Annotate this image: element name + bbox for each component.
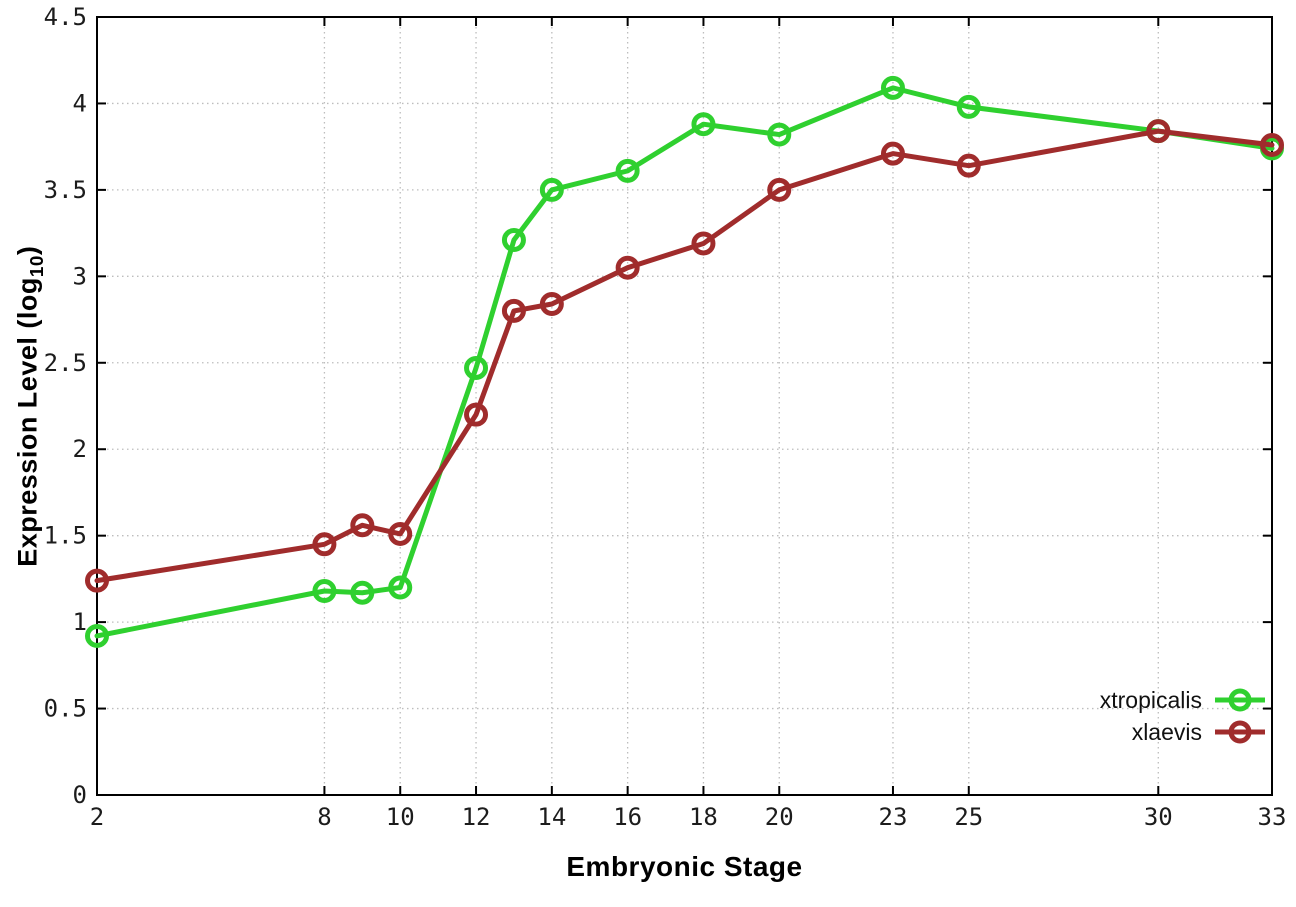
plot-border [96,16,1273,796]
x-tick-label: 20 [765,803,794,831]
legend-label-xtropicalis: xtropicalis [1099,686,1202,713]
series-xlaevis [85,119,1284,593]
x-tick-labels: 2 8 10 12 14 16 18 20 23 25 30 33 [90,803,1287,831]
marker-xlaevis-14 [539,291,564,316]
series-line-xlaevis [94,128,1275,584]
y-tick-label: 2.5 [44,349,87,377]
x-tick-label: 33 [1258,803,1287,831]
marker-xlaevis-33 [1260,132,1284,157]
y-tick-label: 3 [73,262,87,290]
y-tick-label: 4.5 [44,3,87,31]
marker-xlaevis-23 [880,141,905,166]
marker-xtropicalis-13 [501,228,526,253]
x-tick-label: 23 [879,803,908,831]
x-tick-label: 8 [317,803,331,831]
marker-xlaevis-2 [85,568,109,593]
marker-xtropicalis-23 [880,75,905,100]
legend-sample-xtropicalis [1215,688,1265,712]
gridlines [97,17,1272,795]
marker-xlaevis-20 [767,177,792,202]
legend-marker-xlaevis [1228,720,1252,744]
x-tick-label: 25 [954,803,983,831]
marker-xtropicalis-18 [691,112,716,137]
marker-xlaevis-8 [312,532,337,557]
x-tick-label: 12 [462,803,491,831]
marker-xtropicalis-12 [464,355,489,380]
tick-marks [96,16,1273,796]
marker-xtropicalis-25 [956,94,981,119]
series-xtropicalis [85,75,1284,648]
marker-xlaevis-9 [350,513,375,538]
legend-sample-xlaevis [1215,720,1265,744]
y-tick-labels: 0 0.5 1 1.5 2 2.5 3 3.5 4 4.5 [44,3,87,809]
marker-xtropicalis-16 [615,158,640,183]
marker-xlaevis-10 [388,521,413,546]
legend-label-xlaevis: xlaevis [1131,718,1202,745]
y-tick-label: 0 [73,781,87,809]
marker-xtropicalis-14 [539,177,564,202]
x-tick-label: 2 [90,803,104,831]
marker-xtropicalis-8 [312,578,337,603]
y-tick-label: 1.5 [44,522,87,550]
marker-xlaevis-18 [691,231,716,256]
legend-item-xlaevis: xlaevis [1100,716,1268,748]
x-tick-label: 18 [689,803,718,831]
marker-xtropicalis-2 [85,623,109,648]
x-tick-label: 30 [1144,803,1173,831]
x-tick-label: 10 [386,803,415,831]
marker-xtropicalis-10 [388,575,413,600]
x-tick-label: 16 [613,803,642,831]
legend-marker-xtropicalis [1228,688,1252,712]
legend: xtropicalis xlaevis [1100,684,1268,748]
series-line-xtropicalis [94,85,1275,639]
marker-xlaevis-13 [501,298,526,323]
y-tick-label: 3.5 [44,176,87,204]
y-tick-label: 2 [73,435,87,463]
legend-item-xtropicalis: xtropicalis [1100,684,1268,716]
x-tick-label: 14 [537,803,566,831]
marker-xlaevis-30 [1146,119,1171,144]
y-tick-label: 1 [73,608,87,636]
marker-xtropicalis-9 [350,580,375,605]
marker-xlaevis-12 [464,402,489,427]
y-tick-label: 0.5 [44,695,87,723]
marker-xlaevis-25 [956,153,981,178]
marker-xtropicalis-20 [767,122,792,147]
y-tick-label: 4 [73,89,87,117]
marker-xlaevis-16 [615,255,640,280]
x-axis-title: Embryonic Stage [566,851,803,882]
